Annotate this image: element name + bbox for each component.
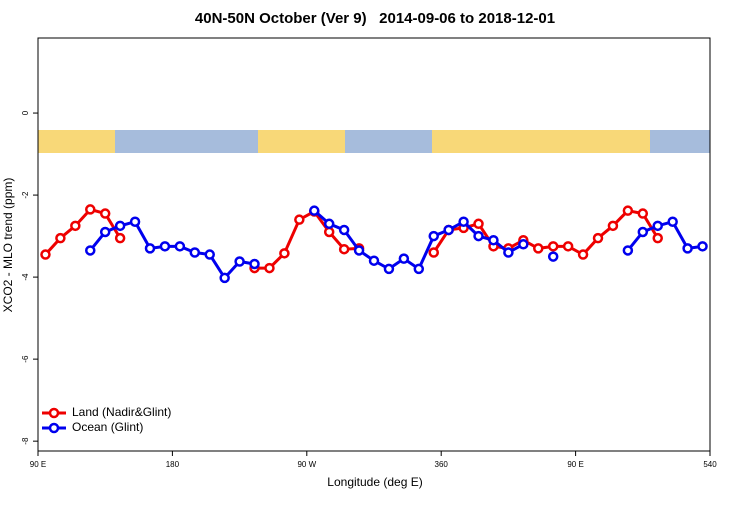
data-point <box>114 232 126 244</box>
data-point <box>592 232 604 244</box>
data-point <box>114 220 126 232</box>
plot-frame <box>37 37 711 452</box>
data-point <box>249 258 260 270</box>
data-point <box>129 216 141 227</box>
data-point <box>428 247 439 258</box>
data-point <box>697 241 708 252</box>
data-point <box>159 241 171 252</box>
data-point <box>443 224 454 236</box>
data-point <box>518 239 529 250</box>
data-point <box>682 243 693 254</box>
data-point <box>70 220 81 232</box>
data-point <box>204 249 215 260</box>
data-point <box>473 218 484 230</box>
data-point <box>309 205 320 216</box>
data-point <box>577 249 589 260</box>
data-point <box>428 230 439 242</box>
data-point <box>219 272 230 284</box>
data-point <box>55 232 66 244</box>
y-tick-label: -8 <box>21 437 30 445</box>
data-point <box>413 263 425 275</box>
data-point <box>562 241 574 252</box>
data-point <box>40 249 51 260</box>
x-tick-label: 360 <box>435 460 449 469</box>
data-point <box>279 248 290 259</box>
data-point <box>547 251 559 262</box>
data-point <box>189 247 201 258</box>
chart-title: 40N-50N October (Ver 9) 2014-09-06 to 20… <box>195 10 555 27</box>
data-point <box>323 218 335 230</box>
data-point <box>398 253 410 264</box>
data-point <box>667 216 678 227</box>
data-point <box>622 205 634 216</box>
data-point <box>622 245 634 256</box>
data-point <box>503 247 514 258</box>
x-tick-label: 90 W <box>297 460 316 469</box>
data-point <box>264 262 275 274</box>
data-point <box>547 241 559 252</box>
y-axis-label: XCO2 - MLO trend (ppm) <box>1 178 15 313</box>
data-point <box>533 243 544 254</box>
legend-label: Ocean (Glint) <box>72 420 143 434</box>
data-point <box>174 241 186 252</box>
data-point <box>294 214 305 225</box>
data-point <box>353 245 365 256</box>
data-point <box>637 226 649 238</box>
data-point <box>488 234 499 246</box>
data-point <box>652 232 663 244</box>
data-point <box>338 243 350 255</box>
y-tick-label: -4 <box>21 273 30 281</box>
data-point <box>85 204 96 215</box>
data-point <box>607 220 619 232</box>
data-point <box>144 243 156 254</box>
y-tick-label: -2 <box>21 191 30 199</box>
data-point <box>234 256 245 267</box>
data-point <box>637 208 649 219</box>
data-point <box>338 224 350 236</box>
y-tick-label: -6 <box>21 355 30 363</box>
x-axis-label: Longitude (deg E) <box>327 475 422 489</box>
data-point <box>99 226 111 238</box>
x-tick-label: 90 E <box>30 460 46 469</box>
legend-marker <box>48 422 60 434</box>
data-point <box>99 208 111 219</box>
data-point <box>323 226 335 238</box>
map-strip <box>38 130 710 153</box>
x-tick-label: 90 E <box>567 460 583 469</box>
data-point <box>652 220 663 232</box>
data-point <box>473 230 484 242</box>
y-tick-label: 0 <box>21 110 30 115</box>
data-point <box>458 216 469 227</box>
legend-label: Land (Nadir&Glint) <box>72 405 171 419</box>
x-tick-label: 540 <box>703 460 717 469</box>
legend-marker <box>48 407 60 419</box>
data-point <box>383 263 395 275</box>
data-point <box>85 245 96 256</box>
data-point <box>368 255 380 266</box>
x-tick-label: 180 <box>166 460 180 469</box>
